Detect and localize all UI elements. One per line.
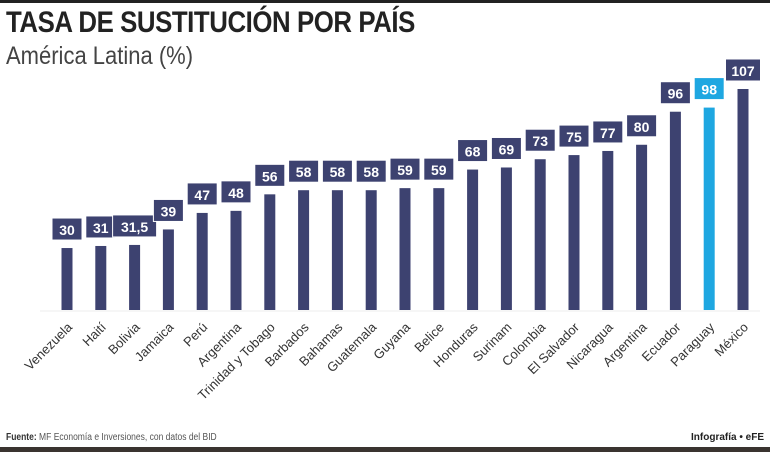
bar: [737, 89, 749, 310]
value-label-box: [389, 157, 421, 181]
value-label-box: [490, 136, 522, 160]
bar: [61, 248, 73, 310]
value-label: 68: [465, 144, 481, 160]
value-label-box: [152, 198, 184, 222]
value-label: 30: [59, 222, 75, 238]
bar: [500, 167, 512, 310]
bar: [602, 150, 614, 310]
source-text: MF Economía e Inversiones, con datos del…: [39, 432, 217, 443]
bar: [534, 159, 546, 310]
x-tick-label: México: [711, 320, 751, 360]
value-label-box: [288, 159, 320, 183]
bar: [568, 155, 580, 310]
value-label-box: [186, 182, 218, 206]
bar: [162, 229, 174, 310]
value-label-box: [254, 163, 286, 187]
value-label: 31: [93, 220, 109, 236]
value-label: 58: [296, 164, 312, 180]
x-tick-label: Guyana: [370, 319, 413, 362]
value-label: 31,5: [121, 219, 148, 235]
bar: [230, 210, 242, 310]
value-label: 69: [499, 141, 515, 157]
value-label-box: [558, 124, 590, 148]
value-label: 107: [731, 63, 755, 79]
value-label-box: [592, 120, 624, 144]
bar: [467, 169, 479, 310]
value-label: 56: [262, 168, 278, 184]
x-tick-label: Jamaica: [132, 319, 177, 364]
value-label-box: [112, 214, 158, 238]
value-label: 47: [194, 187, 210, 203]
value-label: 75: [566, 129, 582, 145]
bar: [703, 107, 715, 311]
value-label: 58: [363, 164, 379, 180]
bar: [636, 144, 648, 310]
value-label: 39: [161, 203, 177, 219]
x-tick-label: Perú: [180, 320, 210, 350]
value-label: 58: [330, 164, 346, 180]
value-label-box: [321, 159, 353, 183]
chart-subtitle: América Latina (%): [6, 42, 194, 70]
value-label-box: [51, 217, 83, 241]
bar: [95, 245, 107, 310]
value-label: 73: [532, 133, 548, 149]
x-tick-label: Haití: [79, 319, 109, 349]
bar: [129, 244, 141, 310]
value-label: 77: [600, 125, 616, 141]
value-label: 59: [431, 162, 447, 178]
value-label-box: [626, 114, 658, 138]
x-tick-label: Venezuela: [22, 319, 76, 373]
credit: Infografía • eFE: [691, 432, 764, 443]
chart-title: TASA DE SUSTITUCIÓN POR PAÍS: [6, 6, 415, 39]
value-label: 59: [397, 162, 413, 178]
value-label-box: [659, 81, 691, 105]
value-label: 96: [668, 86, 684, 102]
value-label-box: [524, 128, 556, 152]
bar: [331, 190, 343, 310]
value-label-box: [423, 157, 455, 181]
bottom-border: [0, 447, 770, 452]
value-label: 80: [634, 119, 650, 135]
bar: [669, 111, 681, 310]
value-label-box: [457, 139, 489, 163]
top-border: [0, 0, 770, 3]
bar: [433, 188, 445, 310]
bar: [298, 190, 310, 310]
value-label: 98: [701, 82, 717, 98]
value-label-box: [220, 180, 252, 204]
value-label-box: [725, 58, 761, 82]
bar: [196, 212, 208, 310]
source-note: Fuente: MF Economía e Inversiones, con d…: [6, 432, 217, 443]
bar: [399, 188, 411, 310]
value-label-box: [693, 77, 725, 101]
bar: [264, 194, 276, 310]
bar: [365, 190, 377, 310]
value-label: 48: [228, 185, 244, 201]
value-label-box: [355, 159, 387, 183]
source-label: Fuente:: [6, 432, 37, 443]
